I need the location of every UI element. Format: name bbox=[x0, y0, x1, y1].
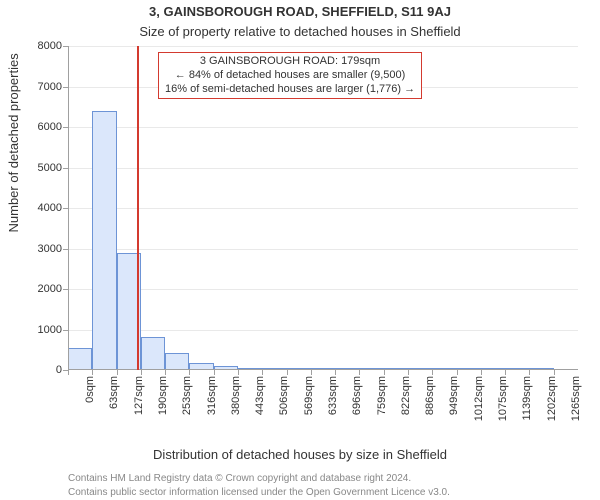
y-tick-label: 0 bbox=[0, 364, 62, 376]
x-tick-mark bbox=[238, 370, 239, 375]
x-tick-label: 1202sqm bbox=[546, 376, 558, 421]
gridline bbox=[68, 289, 578, 290]
x-tick-label: 696sqm bbox=[351, 376, 363, 415]
histogram-bar bbox=[165, 353, 189, 370]
gridline bbox=[68, 249, 578, 250]
y-tick-mark bbox=[63, 249, 68, 250]
y-tick-mark bbox=[63, 46, 68, 47]
credit-line2: Contains public sector information licen… bbox=[68, 487, 450, 498]
x-tick-mark bbox=[214, 370, 215, 375]
x-tick-mark bbox=[505, 370, 506, 375]
callout-line: ← 84% of detached houses are smaller (9,… bbox=[165, 69, 415, 83]
y-tick-label: 8000 bbox=[0, 40, 62, 52]
x-tick-mark bbox=[311, 370, 312, 375]
x-tick-label: 127sqm bbox=[133, 376, 145, 415]
y-tick-label: 2000 bbox=[0, 283, 62, 295]
x-tick-mark bbox=[117, 370, 118, 375]
x-tick-label: 380sqm bbox=[230, 376, 242, 415]
x-tick-mark bbox=[92, 370, 93, 375]
y-tick-label: 4000 bbox=[0, 202, 62, 214]
x-tick-label: 886sqm bbox=[424, 376, 436, 415]
gridline bbox=[68, 168, 578, 169]
y-tick-label: 5000 bbox=[0, 162, 62, 174]
x-axis-line bbox=[68, 369, 578, 370]
y-tick-mark bbox=[63, 330, 68, 331]
x-tick-mark bbox=[287, 370, 288, 375]
callout-box: 3 GAINSBOROUGH ROAD: 179sqm← 84% of deta… bbox=[158, 52, 422, 99]
x-tick-label: 949sqm bbox=[448, 376, 460, 415]
x-tick-mark bbox=[335, 370, 336, 375]
x-tick-label: 190sqm bbox=[157, 376, 169, 415]
y-tick-mark bbox=[63, 168, 68, 169]
gridline bbox=[68, 208, 578, 209]
x-tick-mark bbox=[262, 370, 263, 375]
gridline bbox=[68, 330, 578, 331]
y-tick-mark bbox=[63, 87, 68, 88]
x-tick-label: 443sqm bbox=[254, 376, 266, 415]
y-tick-label: 1000 bbox=[0, 324, 62, 336]
x-tick-mark bbox=[189, 370, 190, 375]
x-tick-mark bbox=[554, 370, 555, 375]
x-tick-mark bbox=[432, 370, 433, 375]
x-tick-label: 759sqm bbox=[376, 376, 388, 415]
gridline bbox=[68, 127, 578, 128]
credit-line1: Contains HM Land Registry data © Crown c… bbox=[68, 473, 411, 484]
x-tick-mark bbox=[408, 370, 409, 375]
histogram-bar bbox=[92, 111, 116, 370]
x-tick-label: 1075sqm bbox=[497, 376, 509, 421]
gridline bbox=[68, 46, 578, 47]
x-tick-label: 822sqm bbox=[400, 376, 412, 415]
x-tick-mark bbox=[68, 370, 69, 375]
callout-line: 3 GAINSBOROUGH ROAD: 179sqm bbox=[165, 55, 415, 69]
y-axis-line bbox=[68, 46, 69, 370]
y-tick-mark bbox=[63, 289, 68, 290]
x-tick-label: 569sqm bbox=[303, 376, 315, 415]
x-tick-label: 0sqm bbox=[84, 376, 96, 403]
x-tick-label: 316sqm bbox=[206, 376, 218, 415]
x-tick-mark bbox=[481, 370, 482, 375]
y-tick-label: 6000 bbox=[0, 121, 62, 133]
chart-title-line2: Size of property relative to detached ho… bbox=[0, 24, 600, 39]
y-tick-label: 3000 bbox=[0, 243, 62, 255]
x-tick-mark bbox=[141, 370, 142, 375]
x-tick-label: 1265sqm bbox=[570, 376, 582, 421]
x-tick-mark bbox=[165, 370, 166, 375]
x-tick-label: 1139sqm bbox=[521, 376, 533, 420]
histogram-bar bbox=[141, 337, 165, 370]
x-tick-mark bbox=[529, 370, 530, 375]
x-tick-label: 1012sqm bbox=[473, 376, 485, 421]
chart-container: 3, GAINSBOROUGH ROAD, SHEFFIELD, S11 9AJ… bbox=[0, 0, 600, 500]
x-tick-mark bbox=[359, 370, 360, 375]
y-tick-mark bbox=[63, 127, 68, 128]
chart-title-line1: 3, GAINSBOROUGH ROAD, SHEFFIELD, S11 9AJ bbox=[0, 4, 600, 19]
callout-line: 16% of semi-detached houses are larger (… bbox=[165, 83, 415, 97]
x-tick-mark bbox=[384, 370, 385, 375]
x-tick-label: 63sqm bbox=[108, 376, 120, 409]
plot-area: 3 GAINSBOROUGH ROAD: 179sqm← 84% of deta… bbox=[68, 46, 578, 370]
x-tick-label: 253sqm bbox=[181, 376, 193, 415]
x-tick-label: 633sqm bbox=[327, 376, 339, 415]
y-tick-mark bbox=[63, 208, 68, 209]
x-tick-mark bbox=[457, 370, 458, 375]
y-tick-label: 7000 bbox=[0, 81, 62, 93]
marker-line bbox=[137, 46, 139, 370]
histogram-bar bbox=[68, 348, 92, 370]
x-tick-label: 506sqm bbox=[278, 376, 290, 415]
x-axis-label: Distribution of detached houses by size … bbox=[0, 447, 600, 462]
